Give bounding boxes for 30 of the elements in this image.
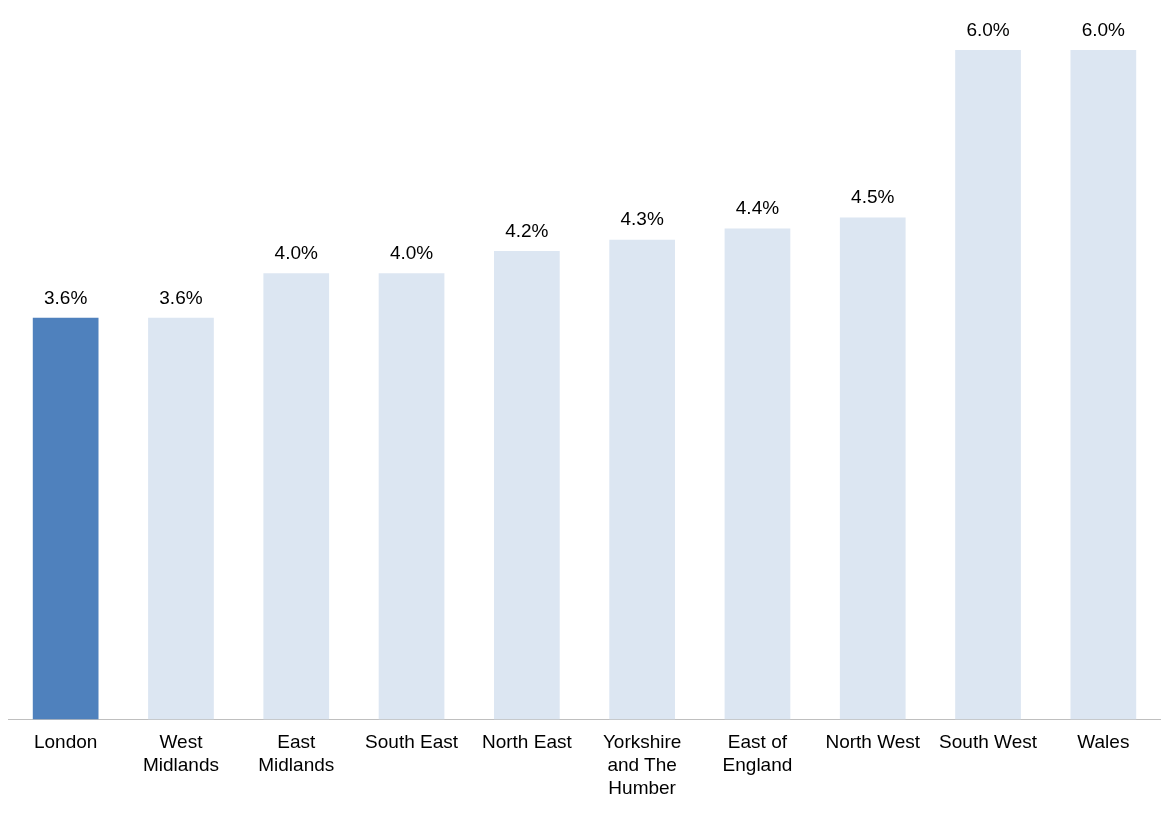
bar: [493, 250, 560, 720]
data-label: 4.0%: [389, 241, 434, 263]
x-tick-label: West Midlands: [142, 731, 219, 776]
bar: [724, 228, 791, 720]
data-label: 3.6%: [159, 286, 203, 308]
bar: [1070, 50, 1137, 720]
x-tick-label: East of England: [722, 731, 793, 776]
bar: [609, 239, 676, 720]
data-label: 4.3%: [620, 208, 664, 230]
bar: [955, 50, 1021, 720]
x-tick-label: North East: [481, 731, 573, 753]
data-label: 3.6%: [43, 286, 88, 308]
x-tick-label: Wales: [1077, 731, 1130, 753]
data-label: 4.5%: [851, 186, 895, 208]
x-tick-label: London: [33, 731, 98, 753]
data-label: 4.4%: [735, 197, 780, 219]
data-label: 4.2%: [505, 219, 549, 241]
data-label: 6.0%: [1081, 18, 1126, 40]
x-tick-label: South East: [365, 731, 459, 753]
x-tick-label: South West: [939, 731, 1038, 753]
x-tick-label: East Midlands: [258, 731, 335, 776]
x-tick-label: Yorkshire and The Humber: [602, 731, 682, 798]
bar: [378, 273, 445, 720]
bar: [263, 273, 330, 720]
data-label: 6.0%: [966, 18, 1010, 40]
bar: [839, 217, 906, 720]
x-tick-label: North West: [825, 731, 921, 753]
bar: [148, 317, 214, 720]
bar: [32, 317, 99, 720]
data-label: 4.0%: [274, 241, 319, 263]
